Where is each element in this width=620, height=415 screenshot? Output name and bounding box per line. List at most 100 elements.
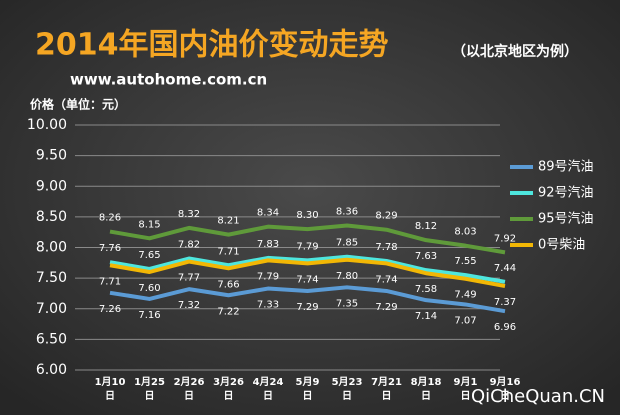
data-label: 7.14 [415,311,437,322]
x-tick-label: 4月24 日 [253,376,284,402]
x-tick-label-line: 3月26 [213,376,244,388]
line [109,285,506,314]
data-label: 7.29 [375,302,397,313]
data-label: 7.66 [217,279,239,290]
data-label: 8.21 [217,216,239,227]
x-tick-label: 1月10 日 [95,376,126,402]
x-tick-label: 9月16 日 [490,376,521,402]
watermark: QiCheQuan.CN [471,386,605,407]
x-tick-label: 8月18 日 [411,376,442,402]
data-label: 7.85 [336,238,358,249]
x-tick-label: 3月26 日 [213,376,244,402]
line [109,223,506,255]
y-tick-label: 9.50 [36,148,67,164]
data-label: 8.32 [178,209,200,220]
data-label: 7.74 [296,274,318,285]
legend-label: 0号柴油 [538,238,585,253]
data-label: 7.58 [415,284,437,295]
x-tick-label-line: 2月26 [174,376,205,388]
data-label: 8.36 [336,206,358,217]
x-tick-label: 9月1 日 [454,376,478,402]
x-tick-label: 5月23 日 [332,376,363,402]
x-tick-label-line: 8月18 [411,376,442,388]
x-tick-label-line: 9月1 [454,376,478,388]
y-tick-label: 8.00 [36,240,67,256]
x-tick-label: 5月9 日 [296,376,320,402]
x-tick-label-line: 日 [224,390,234,402]
y-tick-label: 10.00 [27,117,67,133]
x-tick-label-line: 1月25 [134,376,165,388]
data-label: 7.37 [494,297,516,308]
x-tick-label-line: 5月9 [296,376,320,388]
data-label: 7.49 [454,290,476,301]
x-tick-label-line: 日 [105,390,115,402]
data-label: 7.78 [375,242,397,253]
x-tick-label-line: 日 [303,390,313,402]
legend-label: 89号汽油 [538,160,594,175]
y-tick-label: 6.00 [36,362,67,378]
source: www.autohome.com.cn [70,71,267,89]
chart-subtitle: （以北京地区为例） [452,43,578,60]
data-label: 7.55 [454,256,476,267]
data-label: 7.63 [415,251,437,262]
x-tick-label: 2月26 日 [174,376,205,402]
data-label: 7.33 [257,300,279,311]
x-tick-label-line: 日 [145,390,155,402]
data-label: 7.07 [454,315,476,326]
x-tick-label-line: 日 [342,390,352,402]
x-tick-label-line: 4月24 [253,376,284,388]
x-tick-label-line: 日 [500,390,510,402]
y-axis-label: 价格（单位：元） [30,97,126,112]
x-tick-label: 1月25 日 [134,376,165,402]
x-tick-label-line: 1月10 [95,376,126,388]
x-tick-label: 7月21 日 [371,376,402,402]
legend-label: 95号汽油 [538,212,594,227]
x-tick-label-line: 9月16 [490,376,521,388]
chart-title: 2014年国内油价变动走势 [35,28,389,63]
data-label: 8.26 [99,213,121,224]
x-tick-label-line: 日 [461,390,471,402]
data-label: 8.29 [375,211,397,222]
data-label: 7.29 [296,302,318,313]
x-tick-label-line: 日 [184,390,194,402]
y-tick-label: 8.50 [36,209,67,225]
data-label: 7.76 [99,243,121,254]
data-label: 7.79 [296,241,318,252]
data-label: 7.80 [336,271,358,282]
x-tick-label-line: 7月21 [371,376,402,388]
y-tick-label: 7.00 [36,301,67,317]
data-label: 7.71 [99,276,121,287]
data-label: 7.82 [178,240,200,251]
data-label: 8.03 [454,227,476,238]
data-label: 7.83 [257,239,279,250]
data-label: 7.16 [138,310,160,321]
data-label: 7.22 [217,306,239,317]
y-tick-label: 6.50 [36,331,67,347]
data-label: 7.79 [257,271,279,282]
x-tick-label-line: 5月23 [332,376,363,388]
data-label: 7.74 [375,274,397,285]
data-label: 8.12 [415,221,437,232]
data-label: 7.35 [336,298,358,309]
data-label: 7.92 [494,233,516,244]
data-label: 8.34 [257,208,279,219]
data-label: 7.32 [178,300,200,311]
line [109,257,506,289]
data-label: 7.65 [138,250,160,261]
x-tick-label-line: 日 [421,390,431,402]
y-tick-label: 9.00 [36,178,67,194]
data-label: 7.77 [178,273,200,284]
data-label: 7.71 [217,246,239,257]
line [109,254,506,284]
x-tick-label-line: 日 [263,390,273,402]
x-tick-label-line: 日 [382,390,392,402]
data-label: 7.44 [494,263,516,274]
data-label: 7.60 [138,283,160,294]
y-tick-label: 7.50 [36,270,67,286]
data-label: 7.26 [99,304,121,315]
legend-label: 92号汽油 [538,186,594,201]
data-label: 6.96 [494,322,516,333]
data-label: 8.30 [296,210,318,221]
